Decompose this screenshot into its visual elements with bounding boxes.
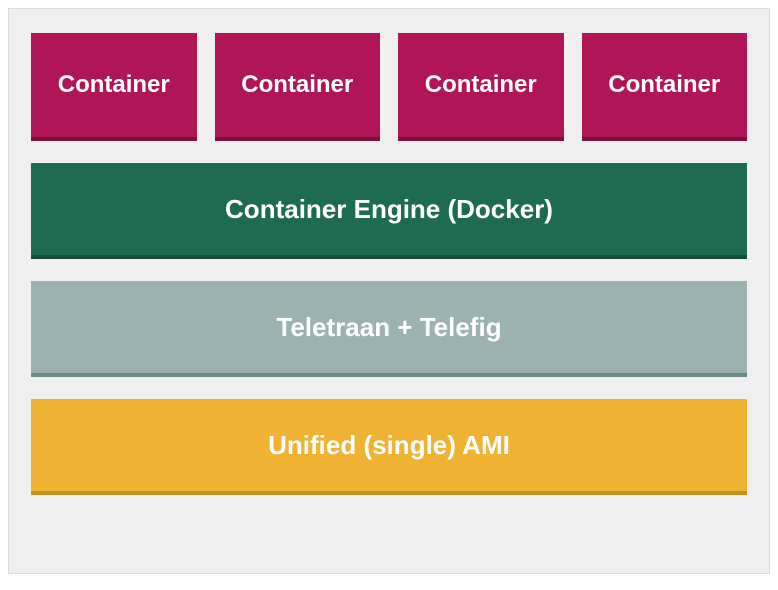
container-label: Container [58, 71, 170, 99]
diagram-frame: Container Container Container Container … [8, 8, 770, 574]
layer-container-engine: Container Engine (Docker) [31, 163, 747, 259]
layer-teletraan-telefig: Teletraan + Telefig [31, 281, 747, 377]
containers-row: Container Container Container Container [31, 33, 747, 141]
layer-label: Container Engine (Docker) [225, 194, 553, 225]
layer-label: Teletraan + Telefig [276, 312, 501, 343]
container-box-1: Container [31, 33, 197, 141]
layer-label: Unified (single) AMI [268, 430, 510, 461]
container-box-2: Container [215, 33, 381, 141]
container-label: Container [425, 71, 537, 99]
container-label: Container [241, 71, 353, 99]
container-box-4: Container [582, 33, 748, 141]
container-box-3: Container [398, 33, 564, 141]
layer-unified-ami: Unified (single) AMI [31, 399, 747, 495]
container-label: Container [608, 71, 720, 99]
